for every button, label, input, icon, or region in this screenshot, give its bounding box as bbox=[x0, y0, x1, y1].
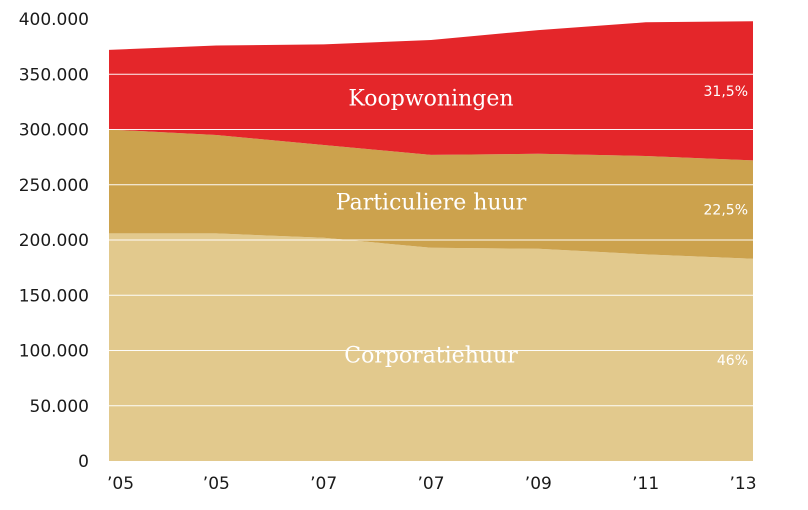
y-tick-label: 50.000 bbox=[30, 397, 89, 417]
y-tick-label: 300.000 bbox=[19, 121, 89, 141]
y-tick-label: 200.000 bbox=[19, 231, 89, 251]
y-tick-label: 150.000 bbox=[19, 286, 89, 306]
series-labels: Corporatiehuur 46% Particuliere huur 22,5% K… bbox=[336, 84, 748, 369]
x-tick-label: ’05 bbox=[203, 474, 230, 494]
x-tick-label: ’05 bbox=[107, 474, 134, 494]
gridlines bbox=[109, 73, 753, 407]
series-name-corporatiehuur: Corporatiehuur bbox=[344, 343, 518, 368]
series-share-particuliere-huur: 22,5% bbox=[704, 203, 748, 219]
area-corporatiehuur bbox=[109, 233, 753, 461]
x-axis-ticks: ’05 ’05 ’07 ’07 ’09 ’11 ’13 bbox=[107, 474, 757, 494]
x-tick-label: ’07 bbox=[417, 474, 444, 494]
y-tick-label: 100.000 bbox=[19, 342, 89, 362]
area-koopwoningen bbox=[109, 21, 753, 161]
y-tick-label: 400.000 bbox=[19, 10, 89, 30]
series-share-corporatiehuur: 46% bbox=[717, 353, 748, 369]
x-tick-label: ’11 bbox=[632, 474, 659, 494]
area-particuliere-huur bbox=[109, 129, 753, 259]
areas-layer bbox=[109, 21, 753, 461]
series-name-koopwoningen: Koopwoningen bbox=[348, 86, 513, 111]
series-name-particuliere-huur: Particuliere huur bbox=[336, 190, 527, 215]
y-tick-label: 350.000 bbox=[19, 65, 89, 85]
series-share-koopwoningen: 31,5% bbox=[704, 84, 748, 100]
x-tick-label: ’09 bbox=[525, 474, 552, 494]
y-tick-label: 0 bbox=[78, 452, 89, 472]
x-tick-label: ’13 bbox=[729, 474, 756, 494]
y-tick-label: 250.000 bbox=[19, 176, 89, 196]
y-axis-ticks: 0 50.000 100.000 150.000 200.000 250.000 300.0… bbox=[19, 10, 89, 472]
x-tick-label: ’07 bbox=[310, 474, 337, 494]
